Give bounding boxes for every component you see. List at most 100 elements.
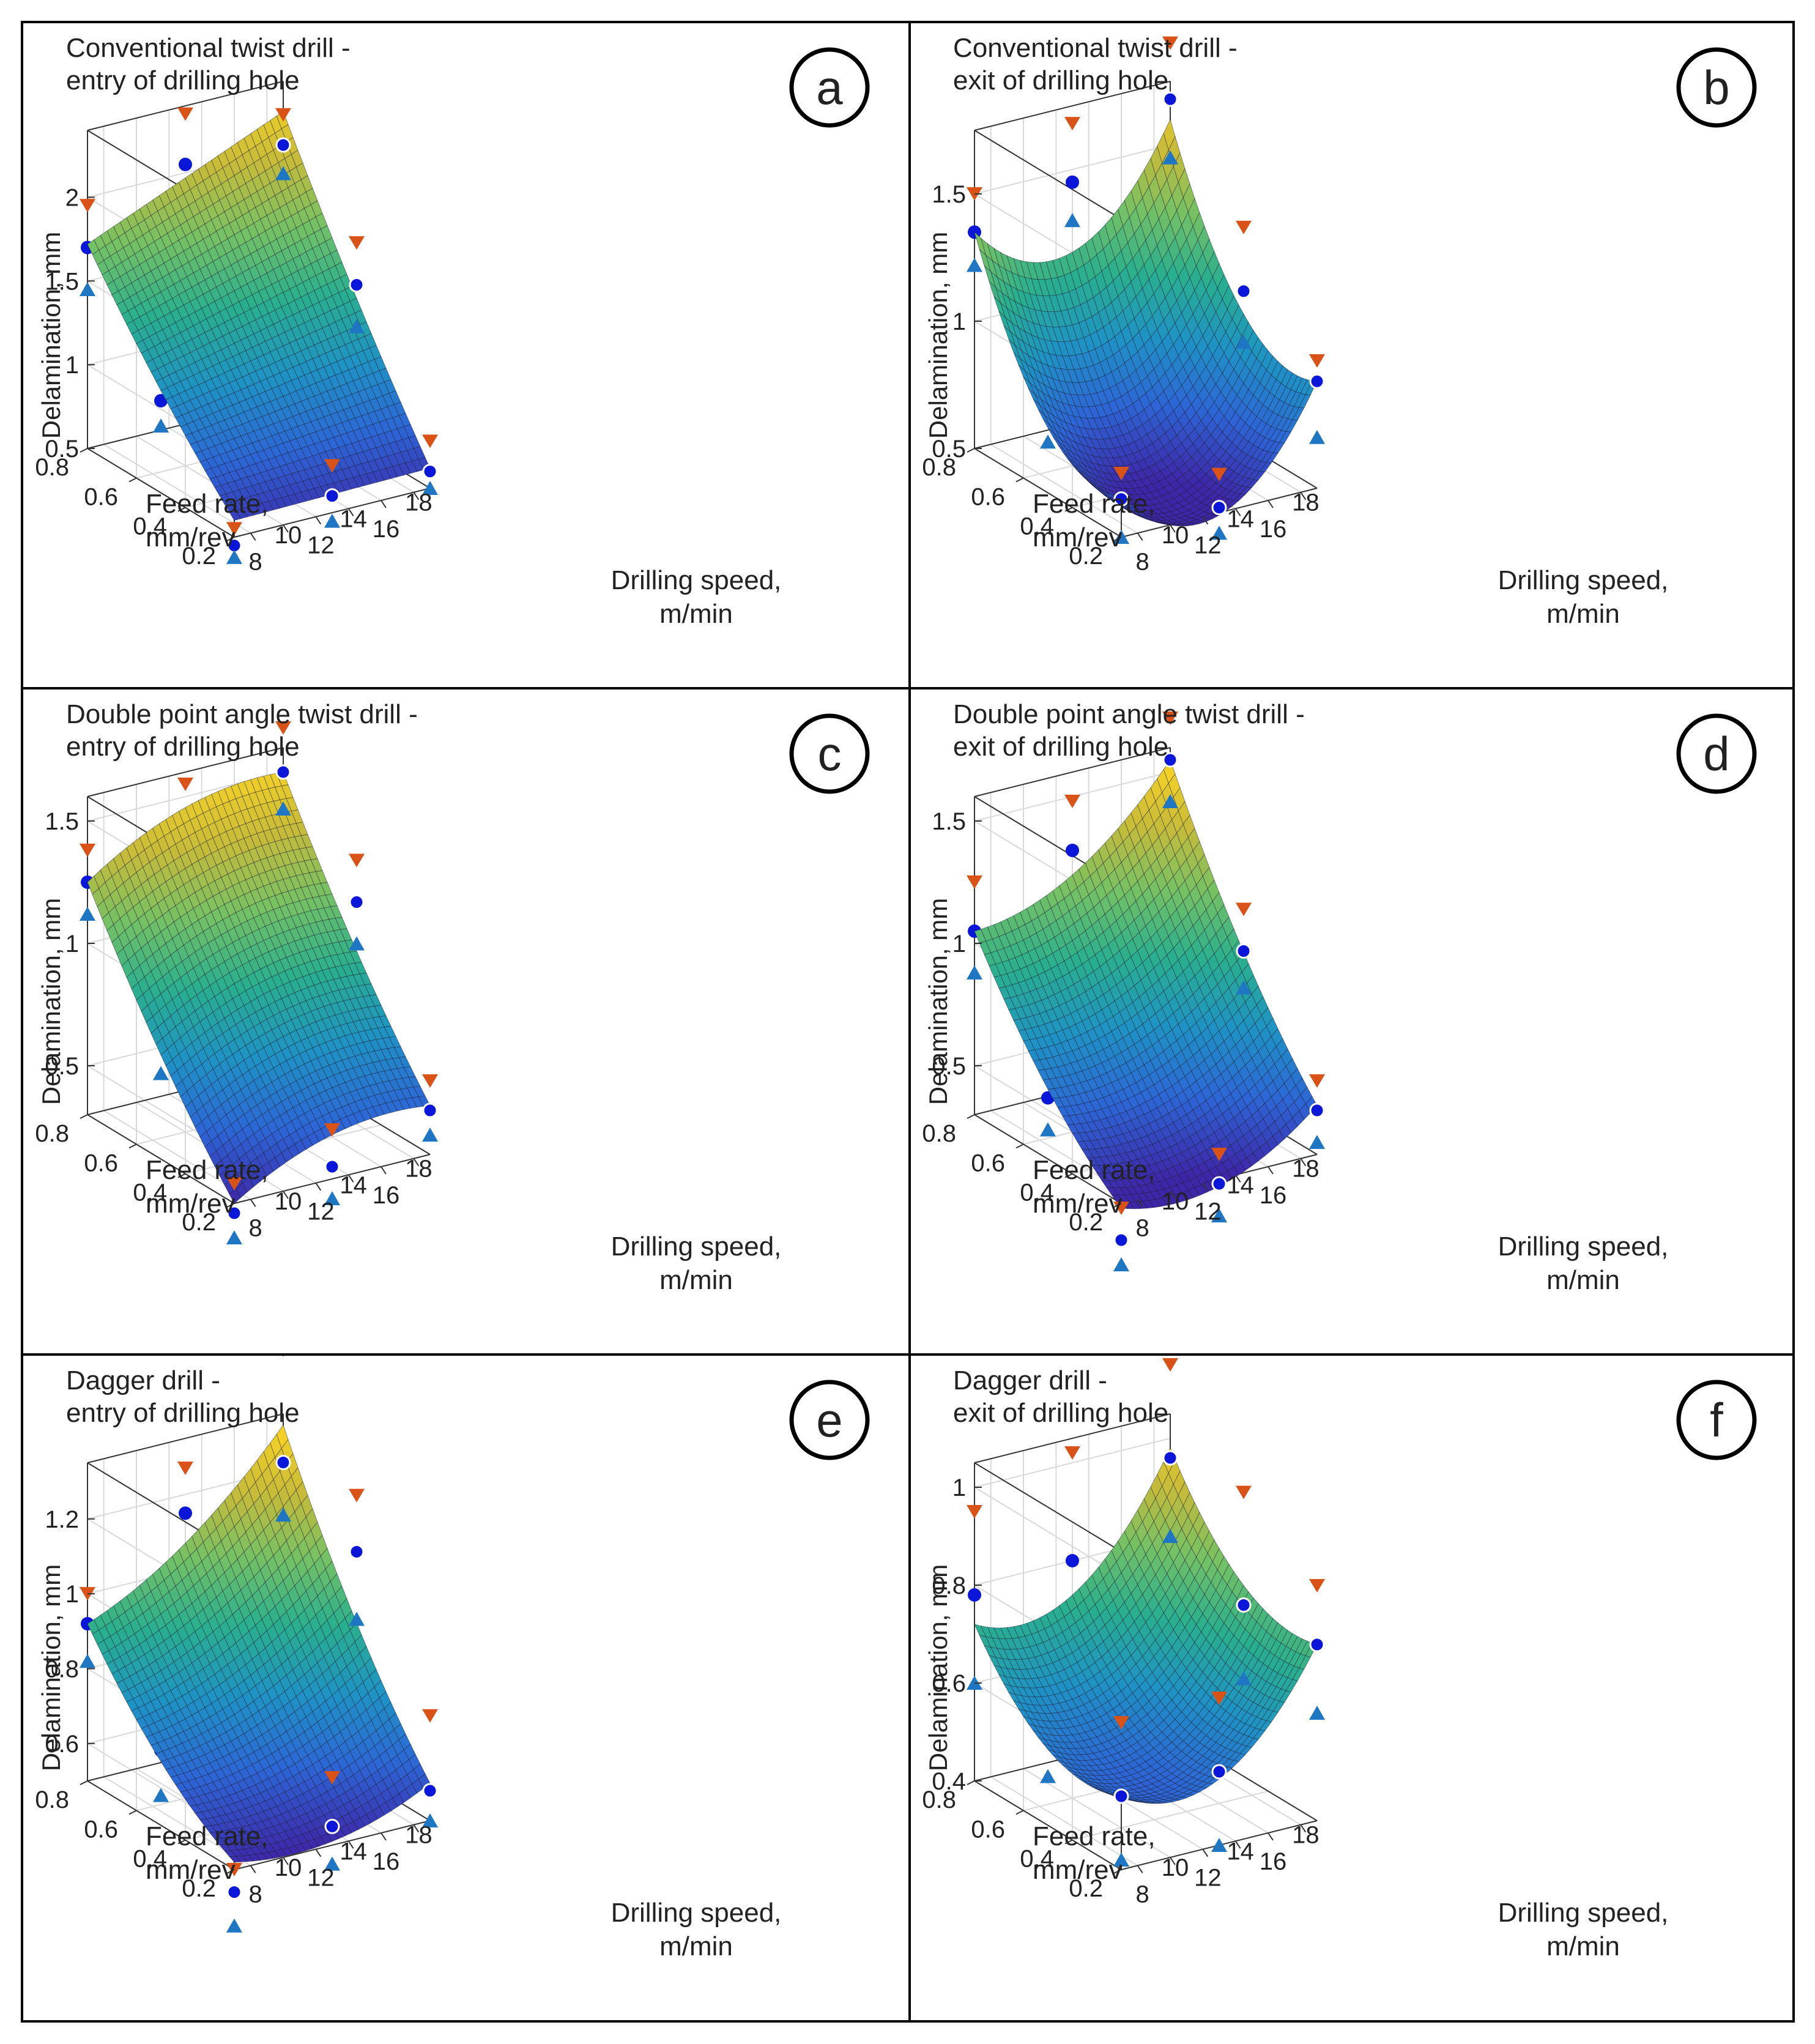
- z-tick-label: 1.5: [45, 808, 79, 835]
- x-tick-label: 18: [405, 489, 432, 516]
- x-tick: [1170, 1191, 1176, 1199]
- y-tick-labels: 0.20.40.60.8: [922, 448, 1122, 570]
- max-marker: [1113, 467, 1129, 480]
- x-tick-label: 16: [373, 1182, 400, 1209]
- y-axis-label-line2: mm/rev: [146, 522, 236, 552]
- x-tick-label: 18: [1292, 1156, 1319, 1183]
- panel-label: c: [818, 727, 842, 781]
- x-tick: [1234, 508, 1241, 516]
- x-tick: [315, 1183, 322, 1191]
- axis-edge: [87, 1413, 284, 1463]
- y-tick: [1064, 1173, 1073, 1178]
- y-tick: [128, 1143, 137, 1149]
- max-marker: [1309, 1074, 1325, 1088]
- y-tick-label: 0.4: [133, 1180, 167, 1206]
- panel-c: 0.5 1 1.5 8 10 12 14 16 18 0.2 0.4 0.6 0.8 Delaminati…: [23, 689, 910, 1356]
- panel-title-line2: entry of drilling hole: [66, 65, 300, 95]
- z-tick-label: 0.5: [932, 436, 966, 463]
- x-tick: [283, 524, 289, 533]
- mean-point: [179, 1506, 192, 1520]
- y-tick-label: 0.2: [182, 1209, 216, 1236]
- min-marker: [1113, 530, 1129, 544]
- mean-markers: [1113, 91, 1325, 516]
- panel-title-line1: Double point angle twist drill -: [953, 699, 1305, 729]
- x-tick: [1268, 500, 1274, 508]
- z-tick-labels: 0.511.52: [45, 184, 95, 463]
- x-tick: [250, 532, 256, 541]
- max-marker: [275, 108, 291, 122]
- mean-point: [1309, 373, 1325, 389]
- x-tick-label: 14: [340, 1172, 367, 1199]
- max-marker: [967, 875, 982, 889]
- max-marker: [1309, 354, 1325, 368]
- z-tick-label: 2: [65, 184, 79, 211]
- y-tick: [128, 477, 137, 483]
- x-tick-label: 18: [405, 1156, 432, 1183]
- min-markers: [226, 801, 438, 1244]
- min-marker: [1064, 213, 1080, 228]
- y-axis-label-line2: mm/rev: [146, 1189, 236, 1219]
- x-tick: [283, 1191, 289, 1199]
- axis-edge: [87, 448, 235, 538]
- min-marker: [80, 1654, 95, 1668]
- x-axis-label-line1: Drilling speed,: [1498, 1232, 1669, 1262]
- y-tick: [80, 448, 88, 453]
- y-tick-label: 0.2: [182, 543, 216, 570]
- mean-point: [1066, 844, 1079, 857]
- max-marker: [1211, 1148, 1227, 1161]
- min-marker: [422, 1128, 438, 1142]
- max-marker: [177, 1461, 193, 1475]
- y-axis-label-line1: Feed rate,: [146, 1155, 269, 1185]
- mean-point: [1113, 1232, 1129, 1248]
- x-tick-label: 12: [1194, 532, 1222, 559]
- y-tick-label: 0.4: [1020, 513, 1054, 540]
- x-axis-label-line2: m/min: [659, 1265, 733, 1295]
- x-tick-label: 10: [275, 522, 302, 549]
- z-tick-label: 0.5: [45, 436, 79, 463]
- surface-mesh: [87, 771, 431, 1204]
- mean-markers: [226, 137, 438, 554]
- mean-markers: [1113, 752, 1325, 1248]
- panel-title-line1: Double point angle twist drill -: [66, 699, 418, 729]
- mean-point: [349, 277, 365, 292]
- mean-point: [324, 488, 340, 504]
- z-axis-label: Delamination, mm: [924, 232, 952, 439]
- x-tick: [380, 500, 387, 508]
- y-tick: [1064, 507, 1073, 512]
- x-tick-label: 12: [307, 532, 335, 559]
- y-tick-label: 0.6: [84, 1150, 118, 1176]
- y-tick: [177, 507, 186, 512]
- min-marker: [1113, 1257, 1129, 1271]
- y-tick-labels: 0.20.40.60.8: [922, 1114, 1122, 1236]
- min-markers: [1113, 794, 1325, 1271]
- min-marker: [967, 258, 982, 272]
- panel-title-line2: exit of drilling hole: [953, 65, 1168, 95]
- z-tick-label: 0.5: [932, 1053, 966, 1080]
- axis-edge: [87, 747, 284, 797]
- y-tick-label: 0.4: [1020, 1180, 1054, 1206]
- z-tick-label: 1: [65, 931, 79, 957]
- min-marker: [422, 481, 438, 495]
- min-marker: [1309, 429, 1325, 444]
- z-tick-labels: 0.511.5: [932, 808, 982, 1080]
- panel-d: 0.5 1 1.5 8 10 12 14 16 18 0.2 0.4 0.6 0.8 Delaminati…: [910, 689, 1797, 1356]
- y-tick-label: 0.2: [1069, 1209, 1103, 1236]
- z-tick-label: 1.5: [932, 808, 966, 835]
- y-tick-labels: 0.20.40.60.8: [35, 1114, 235, 1236]
- panel-label-circle: [789, 713, 870, 794]
- axis-edge: [87, 1780, 235, 1870]
- mean-point: [349, 894, 365, 910]
- panel-label-circle: [1676, 47, 1757, 128]
- min-marker: [1309, 1135, 1325, 1149]
- x-tick: [1137, 1199, 1143, 1207]
- x-tick: [347, 1174, 354, 1183]
- z-tick-label: 1: [65, 352, 79, 379]
- max-marker: [177, 778, 193, 791]
- min-marker: [1040, 434, 1056, 449]
- y-tick: [1113, 537, 1122, 541]
- mean-point: [1236, 943, 1252, 959]
- x-tick-label: 16: [373, 516, 400, 543]
